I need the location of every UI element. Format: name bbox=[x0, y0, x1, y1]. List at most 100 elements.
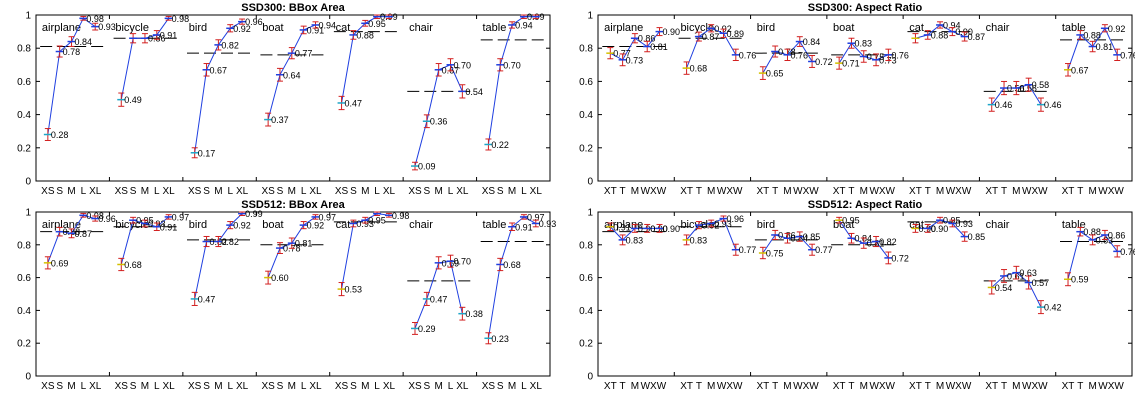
x-tick-label: S bbox=[350, 381, 357, 392]
x-tick-label: XL bbox=[309, 186, 322, 197]
data-label: 0.95 bbox=[842, 216, 860, 226]
panel-ssd512-bbox-area: SSD512: BBox Area 00.20.40.60.81airplane… bbox=[17, 199, 556, 392]
x-tick-label: XT bbox=[833, 186, 846, 197]
x-tick-label: XL bbox=[530, 381, 543, 392]
x-tick-label: XS bbox=[261, 381, 275, 392]
data-label: 0.82 bbox=[221, 237, 239, 247]
data-label: 0.78 bbox=[63, 47, 81, 57]
data-label: 0.77 bbox=[815, 245, 833, 255]
data-label: 0.76 bbox=[790, 50, 808, 60]
x-tick-label: WXW bbox=[1098, 381, 1124, 392]
category-label: chair bbox=[409, 219, 433, 231]
category-label: table bbox=[1062, 219, 1086, 231]
y-tick-label: 0 bbox=[587, 177, 593, 188]
x-tick-label: M bbox=[214, 381, 222, 392]
x-tick-label: XL bbox=[236, 186, 249, 197]
data-label: 0.91 bbox=[160, 222, 178, 232]
x-tick-label: XS bbox=[41, 186, 55, 197]
x-tick-label: M bbox=[936, 186, 944, 197]
y-tick-label: 0.8 bbox=[17, 240, 31, 251]
data-label: 0.95 bbox=[368, 19, 386, 29]
x-tick-label: T bbox=[696, 186, 702, 197]
x-tick-label: M bbox=[508, 381, 516, 392]
data-label: 0.47 bbox=[345, 98, 363, 108]
y-tick-label: 0.4 bbox=[17, 110, 31, 121]
x-tick-label: M bbox=[936, 381, 944, 392]
data-label: 0.47 bbox=[430, 294, 448, 304]
data-label: 0.57 bbox=[1032, 278, 1050, 288]
x-tick-label: S bbox=[497, 381, 504, 392]
panel-title: SSD512: Aspect Ratio bbox=[808, 199, 923, 211]
data-label: 0.46 bbox=[995, 100, 1013, 110]
panel-ssd300-bbox-area: SSD300: BBox Area 0 0.2 0.4 0.6 0.8 1 airplane… bbox=[17, 2, 551, 197]
category-label: bicycle bbox=[680, 22, 714, 34]
x-tick-label: T bbox=[1077, 381, 1083, 392]
data-label: 0.98 bbox=[172, 14, 190, 24]
x-tick-label: XT bbox=[756, 381, 769, 392]
category-group-bird: bird 0.17 0.67 0.82 0.920.96 XS S M L XL bbox=[182, 15, 263, 197]
x-tick-label: S bbox=[130, 381, 137, 392]
category-label: airplane bbox=[604, 22, 643, 34]
x-tick-label: XL bbox=[456, 186, 469, 197]
x-tick-label: L bbox=[521, 381, 527, 392]
category-label: chair bbox=[986, 22, 1010, 34]
data-label: 0.98 bbox=[392, 211, 410, 221]
category-label: cat bbox=[336, 219, 351, 231]
x-tick-label: S bbox=[277, 381, 284, 392]
x-tick-label: WXW bbox=[717, 186, 743, 197]
data-label: 0.63 bbox=[1019, 268, 1037, 278]
data-label: 0.93 bbox=[955, 219, 973, 229]
x-tick-label: XT bbox=[680, 186, 693, 197]
x-tick-label: M bbox=[435, 381, 443, 392]
x-tick-label: XS bbox=[482, 381, 496, 392]
data-label: 0.71 bbox=[842, 59, 860, 69]
x-tick-label: WXW bbox=[641, 186, 667, 197]
data-label: 0.84 bbox=[75, 37, 93, 47]
data-label: 0.90 bbox=[663, 27, 681, 37]
data-label: 0.84 bbox=[854, 234, 872, 244]
data-label: 0.54 bbox=[465, 87, 483, 97]
data-label: 0.87 bbox=[75, 229, 93, 239]
y-tick-label: 0.6 bbox=[579, 77, 593, 88]
y-tick-label: 0.2 bbox=[579, 339, 593, 350]
x-tick-label: S bbox=[203, 381, 210, 392]
data-label: 0.68 bbox=[124, 260, 142, 270]
x-tick-label: XT bbox=[1062, 186, 1075, 197]
x-tick-label: T bbox=[620, 186, 626, 197]
y-tick-label: 0.8 bbox=[579, 240, 593, 251]
x-tick-label: S bbox=[350, 186, 357, 197]
data-label: 0.76 bbox=[1120, 50, 1135, 60]
data-label: 0.46 bbox=[1044, 100, 1062, 110]
y-tick-label: 0.4 bbox=[579, 306, 593, 317]
category-label: cat bbox=[336, 22, 351, 34]
data-label: 0.89 bbox=[727, 29, 745, 39]
x-tick-label: XS bbox=[41, 381, 55, 392]
data-label: 0.83 bbox=[626, 235, 644, 245]
x-tick-label: L bbox=[154, 381, 160, 392]
data-label: 0.61 bbox=[1007, 271, 1025, 281]
data-label: 0.28 bbox=[51, 130, 69, 140]
category-label: cat bbox=[909, 22, 924, 34]
x-tick-label: M bbox=[860, 186, 868, 197]
x-tick-label: M bbox=[1088, 186, 1096, 197]
data-label: 0.56 bbox=[1019, 84, 1037, 94]
x-tick-label: WXW bbox=[1098, 186, 1124, 197]
x-tick-label: S bbox=[423, 381, 430, 392]
x-tick-label: WXW bbox=[946, 381, 972, 392]
x-tick-label: S bbox=[56, 381, 63, 392]
series-line bbox=[487, 216, 537, 339]
data-label: 0.90 bbox=[931, 224, 949, 234]
x-tick-label: M bbox=[361, 186, 369, 197]
x-tick-label: S bbox=[423, 186, 430, 197]
data-label: 0.88 bbox=[1083, 227, 1101, 237]
x-tick-label: M bbox=[783, 381, 791, 392]
